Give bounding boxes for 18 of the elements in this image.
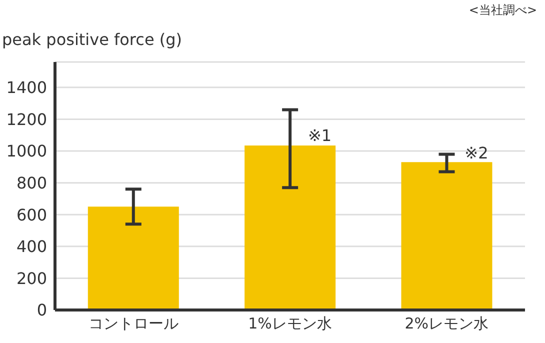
x-tick-label: 1%レモン水 xyxy=(248,314,332,333)
y-tick-label: 1000 xyxy=(6,142,47,161)
bar xyxy=(401,162,492,310)
y-tick-label: 800 xyxy=(16,174,47,192)
x-tick-label: コントロール xyxy=(88,314,178,333)
x-tick-label: 2%レモン水 xyxy=(404,314,489,333)
y-tick-label: 0 xyxy=(36,300,47,320)
annotation: ※2 xyxy=(464,143,488,162)
y-tick-label: 200 xyxy=(16,268,47,288)
bar xyxy=(244,145,336,310)
y-tick-label: 600 xyxy=(16,205,47,224)
y-tick-label: 1200 xyxy=(6,110,47,129)
bar xyxy=(88,206,179,310)
y-tick-label: 1400 xyxy=(6,78,47,98)
y-tick-label: 400 xyxy=(16,237,47,256)
y-axis-title: peak positive force (g) xyxy=(2,30,182,49)
annotation: ※1 xyxy=(308,126,332,145)
text: <当社調べ> xyxy=(468,2,537,19)
